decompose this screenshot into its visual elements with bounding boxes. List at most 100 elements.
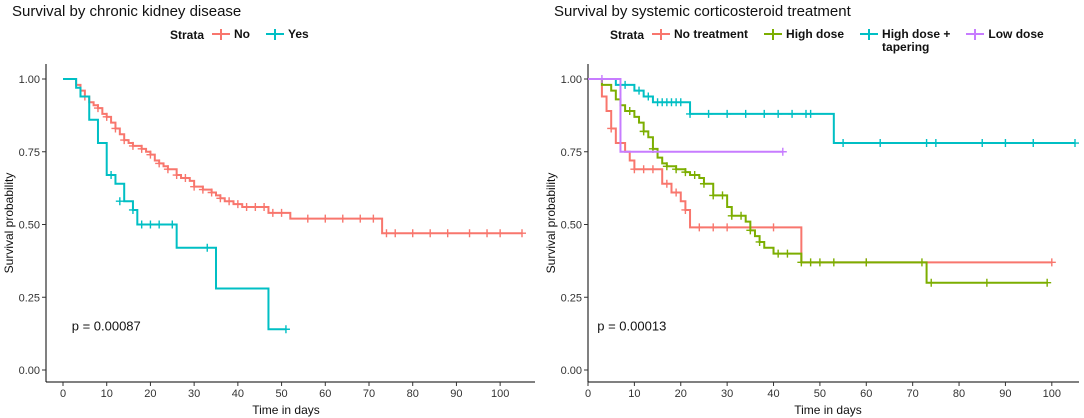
censor-mark-high-dose — [755, 237, 764, 246]
censor-mark-no-treatment — [769, 223, 778, 232]
x-tick-label: 80 — [407, 388, 419, 400]
censor-mark-high-dose-tapering — [676, 98, 685, 107]
censor-mark-high-dose — [862, 258, 871, 267]
x-tick: 50 — [814, 382, 826, 400]
y-tick: 0.00 — [19, 365, 46, 377]
censor-mark-no — [369, 214, 378, 223]
x-tick-label: 90 — [450, 388, 462, 400]
censor-mark-high-dose — [815, 258, 824, 267]
censor-mark-low-dose — [778, 147, 787, 156]
x-tick-label: 60 — [319, 388, 331, 400]
censor-mark-high-dose — [625, 107, 634, 116]
x-tick: 80 — [407, 382, 419, 400]
censor-mark-no — [465, 229, 474, 238]
censor-mark-high-dose-tapering — [839, 139, 848, 148]
censor-mark-no — [303, 214, 312, 223]
legend-label-no: No — [234, 27, 251, 41]
censor-mark-high-dose — [829, 258, 838, 267]
censor-mark-high-dose — [699, 179, 708, 188]
censor-mark-no — [426, 229, 435, 238]
censor-mark-no — [338, 214, 347, 223]
censor-mark-low-dose — [597, 75, 606, 83]
legend-title: Strata — [610, 28, 645, 42]
x-ticks: 0 10 20 30 40 50 60 70 80 90 100 — [585, 382, 1061, 400]
y-tick-label: 0.00 — [561, 365, 582, 377]
y-tick-label: 0.25 — [19, 292, 40, 304]
censor-mark-high-dose — [806, 258, 815, 267]
x-tick: 10 — [101, 382, 113, 400]
censor-mark-no — [216, 194, 225, 203]
x-tick: 40 — [767, 382, 780, 400]
censor-mark-no — [120, 136, 129, 145]
y-tick: 0.75 — [561, 147, 588, 159]
censor-mark-high-dose — [639, 127, 648, 136]
censor-mark-high-dose — [982, 278, 991, 287]
censor-mark-high-dose-tapering — [635, 86, 644, 95]
censor-mark-no-treatment — [607, 124, 616, 133]
y-ticks: 0.00 0.25 0.50 0.75 1.00 — [561, 74, 588, 377]
km-curve-high-dose-tapering — [588, 78, 1075, 145]
legend-item-no: No — [212, 28, 250, 41]
x-tick: 90 — [450, 382, 463, 400]
censor-mark-high-dose-tapering — [1029, 139, 1038, 148]
km-curve-high-dose — [588, 78, 1048, 284]
x-tick-label: 40 — [767, 388, 779, 400]
censor-mark-yes — [107, 171, 116, 180]
censor-mark-high-dose-tapering — [621, 80, 630, 89]
x-axis-title: Time in days — [252, 403, 320, 417]
censor-mark-no-treatment — [672, 188, 681, 197]
x-tick: 40 — [232, 382, 244, 400]
censor-mark-yes — [137, 220, 146, 229]
censor-mark-no — [198, 185, 207, 194]
censor-mark-no — [382, 229, 391, 238]
x-tick-label: 20 — [144, 388, 156, 400]
x-tick-label: 10 — [628, 388, 640, 400]
x-tick-label: 90 — [999, 388, 1011, 400]
chart-title: Survival by chronic kidney disease — [12, 3, 242, 20]
x-tick-label: 70 — [363, 388, 375, 400]
x-tick: 0 — [60, 382, 66, 400]
censor-mark-no — [321, 214, 330, 223]
legend: Strata No Yes — [170, 28, 325, 43]
km-plot-corticosteroid: 0 10 20 30 40 50 60 70 80 90 100 0.00 0.25 0.50 0.75 1… — [544, 64, 1079, 417]
censor-mark-high-dose-tapering — [704, 109, 713, 118]
x-tick-label: 0 — [60, 388, 66, 400]
censor-mark-no — [233, 200, 242, 209]
censor-mark-no-treatment — [695, 223, 704, 232]
legend-key-high-dose-tapering — [860, 28, 879, 41]
x-tick-label: 50 — [275, 388, 287, 400]
legend-label-high-dose: High dose — [786, 27, 845, 41]
x-tick-label: 10 — [101, 388, 113, 400]
censor-mark-no — [93, 104, 102, 113]
censor-mark-high-dose — [672, 165, 681, 174]
legend-item-yes: Yes — [266, 28, 309, 41]
km-curve-low-dose — [588, 78, 783, 153]
censor-mark-no-treatment — [639, 165, 648, 174]
censor-mark-yes — [281, 325, 290, 334]
censor-mark-high-dose — [690, 171, 699, 180]
censor-mark-high-dose-tapering — [1001, 139, 1010, 148]
legend-item-high-dose-tapering: High dose + tapering — [860, 28, 950, 54]
x-tick: 50 — [275, 382, 288, 400]
censor-mark-no — [146, 150, 155, 159]
censor-mark-no-treatment — [681, 205, 690, 214]
censor-mark-no-treatment — [723, 223, 732, 232]
x-tick-label: 100 — [1043, 388, 1061, 400]
x-tick: 90 — [999, 382, 1012, 400]
x-tick-label: 40 — [232, 388, 244, 400]
censor-mark-no-treatment — [1047, 258, 1056, 267]
censor-mark-yes — [146, 220, 155, 229]
censor-mark-no-treatment — [662, 179, 671, 188]
legend-label-yes: Yes — [288, 27, 309, 41]
x-tick-label: 0 — [585, 388, 591, 400]
censor-mark-high-dose — [709, 191, 718, 200]
x-tick: 70 — [363, 382, 375, 400]
legend-item-high-dose: High dose — [764, 28, 844, 41]
x-tick-label: 30 — [721, 388, 733, 400]
legend-label-low-dose: Low dose — [988, 27, 1044, 41]
x-axis-title: Time in days — [794, 403, 862, 417]
censor-mark-high-dose-tapering — [978, 139, 987, 148]
x-ticks: 0 10 20 30 40 50 60 70 80 90 100 — [60, 382, 509, 400]
x-tick-label: 20 — [675, 388, 687, 400]
censor-mark-no-treatment — [630, 165, 639, 174]
